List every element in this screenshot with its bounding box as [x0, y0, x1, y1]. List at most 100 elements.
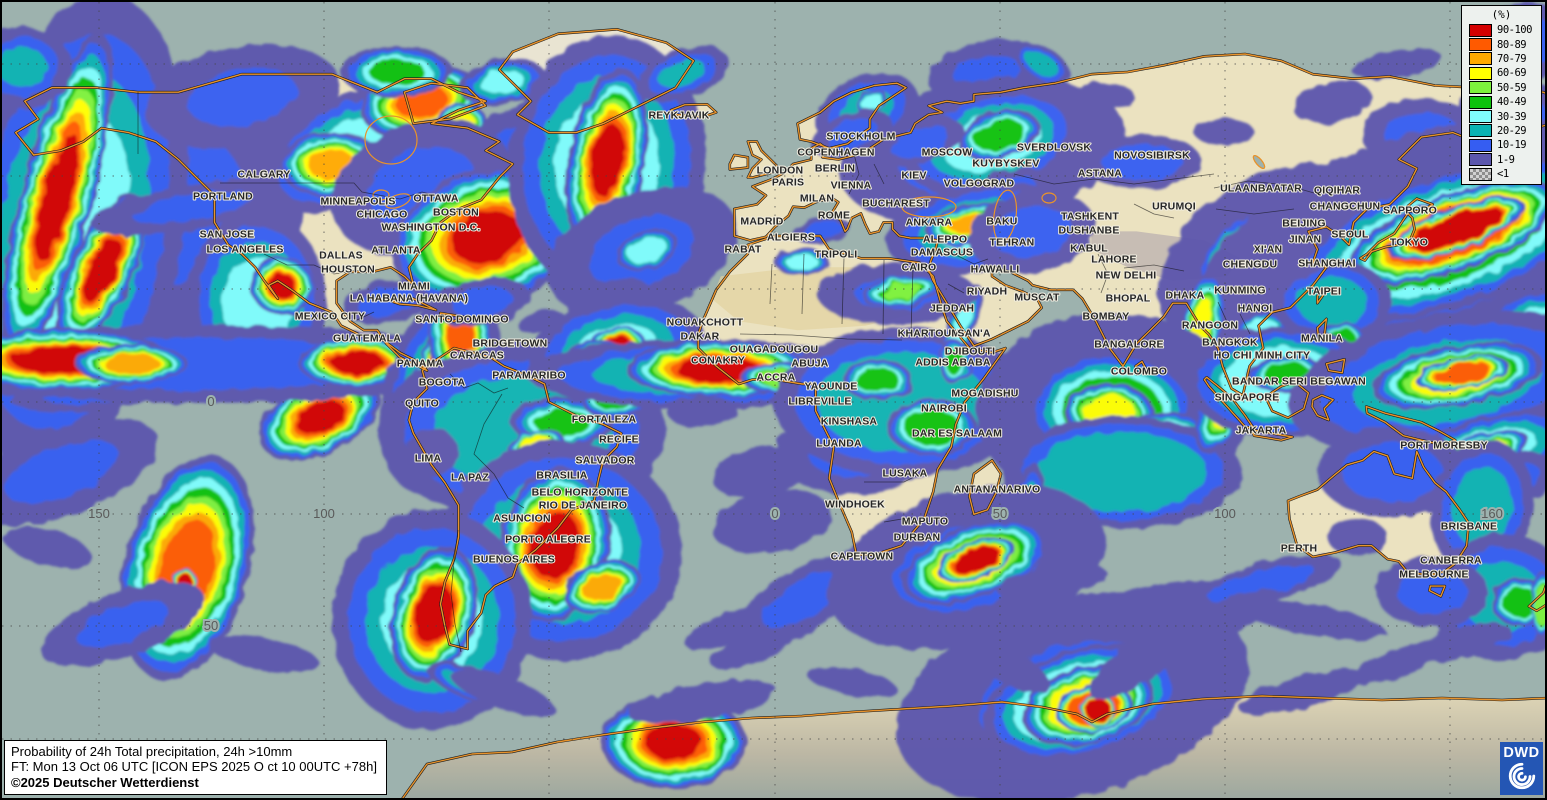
- country-borders-layer: [137, 92, 1315, 653]
- legend-label: 1-9: [1497, 153, 1515, 166]
- city-label: RIO DE JANEIRO: [539, 500, 628, 512]
- legend-row: 70-79: [1462, 52, 1541, 66]
- city-label: LA HABANA (HAVANA): [350, 293, 469, 305]
- city-label: KHARTOUM: [898, 328, 961, 340]
- city-label: ROME: [818, 210, 850, 222]
- legend-title: (%): [1491, 8, 1512, 21]
- city-label: MAPUTO: [902, 516, 949, 528]
- city-label: VOLGOGRAD: [944, 178, 1015, 190]
- city-label: HO CHI MINH CITY: [1214, 350, 1311, 362]
- legend-row: 40-49: [1462, 95, 1541, 109]
- city-label: ACCRA: [757, 372, 796, 384]
- city-label: WINDHOEK: [825, 499, 885, 511]
- legend-row: 20-29: [1462, 124, 1541, 138]
- city-label: MINNEAPOLIS: [320, 196, 395, 208]
- grid-coordinate-label: 50: [204, 618, 218, 633]
- city-label: BELO HORIZONTE: [532, 487, 629, 499]
- city-labels-layer: CALGARY PORTLAND MINNEAPOLIS OTTAWA CHICAGO B…: [192, 109, 1498, 582]
- city-label: BAKU: [986, 216, 1017, 228]
- city-label: PORTO ALEGRE: [505, 534, 591, 546]
- city-label: SEOUL: [1331, 229, 1369, 241]
- legend-row: 80-89: [1462, 37, 1541, 52]
- city-label: PARAMARIBO: [492, 370, 566, 382]
- city-label: PANAMA: [397, 358, 444, 370]
- city-label: ANKARA: [906, 217, 953, 229]
- city-label: BOSTON: [433, 207, 479, 219]
- dwd-spiral-icon: [1508, 762, 1535, 790]
- legend-label: 70-79: [1497, 52, 1527, 65]
- copyright-line: ©2025 Deutscher Wetterdienst: [11, 774, 199, 790]
- legend-swatch: [1469, 81, 1492, 95]
- city-label: TEHRAN: [990, 237, 1035, 249]
- legend-label: 40-49: [1497, 96, 1527, 109]
- city-label: DAMASCUS: [911, 247, 973, 259]
- city-label: BANGALORE: [1094, 339, 1163, 351]
- grid-coordinate-label: 0: [207, 394, 214, 409]
- city-label: CAPETOWN: [831, 551, 894, 563]
- city-label: MANILA: [1301, 333, 1343, 345]
- city-label: REYKJAVIK: [648, 110, 709, 122]
- legend-swatch: [1469, 23, 1492, 37]
- city-label: SVERDLOVSK: [1017, 142, 1092, 154]
- city-label: SAN'A: [957, 328, 990, 340]
- legend-label: <1: [1497, 168, 1509, 181]
- legend-swatch: [1469, 52, 1492, 66]
- city-label: BANGKOK: [1202, 337, 1258, 349]
- legend-label: 80-89: [1497, 38, 1527, 51]
- city-label: KINSHASA: [821, 416, 878, 428]
- city-label: QIQIHAR: [1314, 185, 1361, 197]
- legend-swatch: [1469, 124, 1492, 138]
- city-label: LUANDA: [816, 438, 862, 450]
- city-label: LIBREVILLE: [788, 396, 851, 408]
- city-label: TRIPOLI: [815, 249, 858, 261]
- city-label: BEIJING: [1282, 218, 1325, 230]
- city-label: YAOUNDE: [805, 381, 858, 393]
- city-label: SINGAPORE: [1215, 392, 1280, 404]
- dwd-logo-text: DWD: [1503, 745, 1540, 761]
- city-label: OUAGADOUGOU: [730, 344, 819, 356]
- city-label: BRASILIA: [536, 470, 587, 482]
- city-label: PERTH: [1281, 543, 1318, 555]
- legend-rows: 90-100 80-89 70-79 60-69 50-59 40-49 30-39 20-2…: [1462, 23, 1541, 181]
- city-label: SAPPORO: [1383, 205, 1437, 217]
- city-label: MIAMI: [398, 281, 430, 293]
- coastline-layer: [14, 27, 1545, 798]
- legend-swatch: [1469, 153, 1492, 167]
- city-label: LA PAZ: [451, 472, 489, 484]
- city-label: CHANGCHUN: [1310, 201, 1381, 213]
- city-label: DHAKA: [1166, 290, 1205, 302]
- city-label: CANBERRA: [1420, 555, 1482, 567]
- dwd-logo: DWD: [1500, 742, 1543, 795]
- city-label: WASHINGTON D.C.: [381, 222, 480, 234]
- city-label: DJIBOUTI: [945, 346, 996, 358]
- legend-row: <1: [1462, 167, 1541, 181]
- legend-swatch: [1469, 110, 1492, 124]
- city-label: DURBAN: [894, 532, 941, 544]
- city-label: HANOI: [1238, 303, 1273, 315]
- grid-coordinate-label: 100: [313, 506, 335, 521]
- city-label: ULAANBAATAR: [1220, 183, 1302, 195]
- city-label: DALLAS: [319, 250, 363, 262]
- city-label: RANGOON: [1182, 320, 1238, 332]
- city-label: TASHKENT: [1061, 211, 1119, 223]
- city-label: SAN JOSE: [200, 229, 255, 241]
- city-label: URUMQI: [1152, 201, 1196, 213]
- city-label: BUENOS AIRES: [473, 554, 555, 566]
- legend-row: 30-39: [1462, 109, 1541, 124]
- city-label: CHENGDU: [1223, 259, 1278, 271]
- city-label: JEDDAH: [930, 303, 974, 315]
- legend-label: 10-19: [1497, 139, 1527, 152]
- city-label: LAHORE: [1091, 254, 1137, 266]
- city-label: ASTANA: [1078, 168, 1122, 180]
- precipitation-legend: (%) 90-100 80-89 70-79 60-69 50-59 40-49 30-39…: [1461, 5, 1542, 186]
- legend-row: 90-100: [1462, 23, 1541, 37]
- city-label: BRIDGETOWN: [473, 338, 548, 350]
- city-label: KUYBYSKEV: [972, 158, 1039, 170]
- city-label: NAIROBI: [921, 403, 967, 415]
- city-label: ASUNCION: [493, 513, 551, 525]
- city-label: ADDIS ABABA: [915, 357, 991, 369]
- grid-coordinate-label: 150: [88, 506, 110, 521]
- city-label: PORTLAND: [193, 191, 253, 203]
